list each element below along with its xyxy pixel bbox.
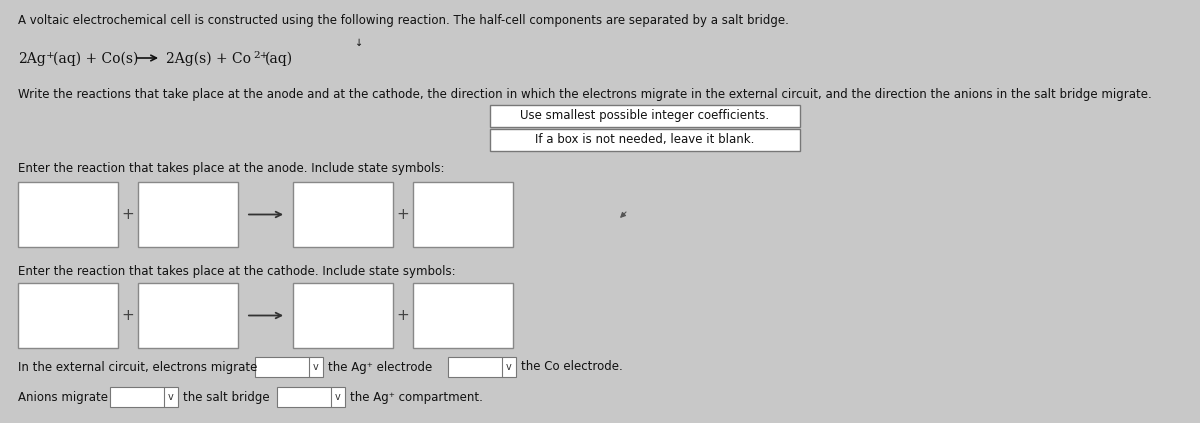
Text: +: + [121, 308, 134, 323]
Bar [490, 129, 800, 151]
Text: v: v [506, 362, 512, 372]
Text: Enter the reaction that takes place at the anode. Include state symbols:: Enter the reaction that takes place at t… [18, 162, 444, 175]
Bar [413, 283, 514, 348]
Text: In the external circuit, electrons migrate: In the external circuit, electrons migra… [18, 360, 257, 374]
Text: 2+: 2+ [253, 51, 269, 60]
Bar [448, 357, 516, 377]
Text: v: v [313, 362, 319, 372]
Text: the Ag⁺ compartment.: the Ag⁺ compartment. [350, 390, 482, 404]
Text: ↓: ↓ [355, 38, 364, 48]
Text: 2Ag: 2Ag [18, 52, 46, 66]
Bar [256, 357, 323, 377]
Text: (aq) + Co(s): (aq) + Co(s) [53, 52, 138, 66]
Text: v: v [168, 392, 174, 402]
Text: the Co electrode.: the Co electrode. [521, 360, 623, 374]
Bar [490, 105, 800, 127]
Text: the Ag⁺ electrode: the Ag⁺ electrode [328, 360, 432, 374]
Bar [293, 283, 394, 348]
Text: +: + [397, 207, 409, 222]
Text: +: + [121, 207, 134, 222]
Text: +: + [46, 51, 55, 60]
Bar [18, 283, 118, 348]
Bar [277, 387, 346, 407]
Bar [138, 182, 238, 247]
Text: the salt bridge: the salt bridge [182, 390, 270, 404]
Text: A voltaic electrochemical cell is constructed using the following reaction. The : A voltaic electrochemical cell is constr… [18, 14, 788, 27]
Text: +: + [397, 308, 409, 323]
Bar [413, 182, 514, 247]
Text: (aq): (aq) [265, 52, 293, 66]
Bar [293, 182, 394, 247]
Bar [18, 182, 118, 247]
Text: Enter the reaction that takes place at the cathode. Include state symbols:: Enter the reaction that takes place at t… [18, 265, 456, 278]
Text: If a box is not needed, leave it blank.: If a box is not needed, leave it blank. [535, 134, 755, 146]
Bar [138, 283, 238, 348]
Text: v: v [335, 392, 341, 402]
Text: 2Ag(s) + Co: 2Ag(s) + Co [166, 52, 251, 66]
Text: Anions migrate: Anions migrate [18, 390, 108, 404]
Bar [110, 387, 178, 407]
Text: Write the reactions that take place at the anode and at the cathode, the directi: Write the reactions that take place at t… [18, 88, 1152, 101]
Text: Use smallest possible integer coefficients.: Use smallest possible integer coefficien… [521, 110, 769, 123]
